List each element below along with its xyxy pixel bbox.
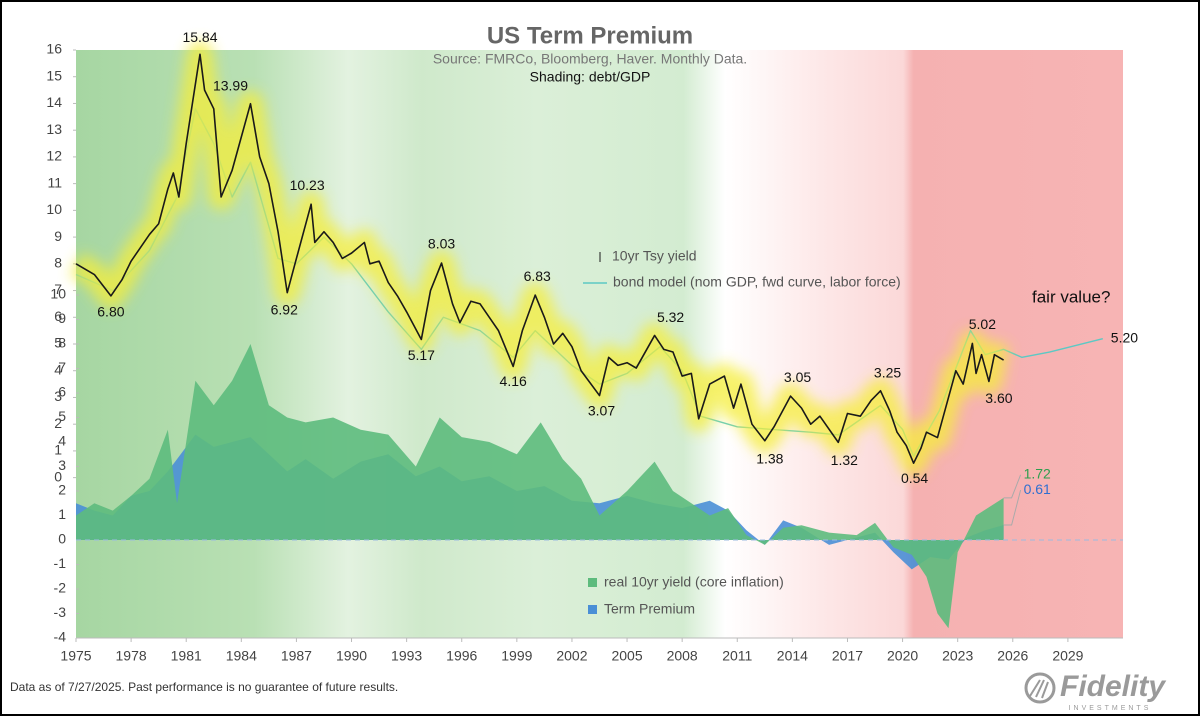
x-tick-label: 2020 bbox=[887, 648, 918, 664]
y2-tick-label: -4 bbox=[54, 629, 67, 645]
annotation: 4.16 bbox=[500, 373, 527, 389]
y-tick-label: 10 bbox=[46, 201, 62, 217]
shading-note: Shading: debt/GDP bbox=[530, 69, 651, 85]
x-tick-label: 1990 bbox=[336, 648, 367, 664]
x-tick-label: 2029 bbox=[1052, 648, 1083, 664]
annotation: 10.23 bbox=[290, 177, 325, 193]
y-tick-label: 8 bbox=[54, 255, 62, 271]
y2-tick-label: 4 bbox=[58, 433, 66, 449]
y2-tick-label: -1 bbox=[54, 555, 67, 571]
area bbox=[76, 344, 1004, 629]
y-tick-label: 7 bbox=[54, 281, 62, 297]
legend-label: 10yr Tsy yield bbox=[612, 248, 697, 264]
annotation: 15.84 bbox=[182, 29, 217, 45]
y-tick-label: 13 bbox=[46, 121, 62, 137]
annotation: 0.54 bbox=[901, 470, 928, 486]
x-tick-label: 2011 bbox=[722, 648, 752, 664]
y2-tick-label: 7 bbox=[58, 359, 66, 375]
x-tick-label: 1981 bbox=[171, 648, 202, 664]
annotation: 6.83 bbox=[524, 268, 551, 284]
y-tick-label: 4 bbox=[54, 361, 62, 377]
x-tick-label: 1987 bbox=[281, 648, 312, 664]
annotation: 1.32 bbox=[831, 452, 858, 468]
x-tick-label: 2005 bbox=[611, 648, 642, 664]
line bbox=[75, 53, 1005, 465]
x-tick-label: 2023 bbox=[942, 648, 973, 664]
y-tick-label: 0 bbox=[54, 468, 62, 484]
chart-subtitle: Source: FMRCo, Bloomberg, Haver. Monthly… bbox=[433, 51, 747, 67]
annotation-leader bbox=[1003, 489, 1022, 526]
y2-tick-label: 1 bbox=[58, 506, 66, 522]
y-tick-label: 2 bbox=[54, 415, 62, 431]
x-tick-label: 2008 bbox=[667, 648, 698, 664]
x-tick-label: 1978 bbox=[116, 648, 147, 664]
annotation: 3.25 bbox=[874, 364, 901, 380]
y2-tick-label: 6 bbox=[58, 384, 66, 400]
annotation: 6.92 bbox=[271, 301, 298, 317]
y2-tick-label: 5 bbox=[58, 408, 66, 424]
annotation: 5.32 bbox=[657, 309, 684, 325]
annotation: 3.60 bbox=[985, 390, 1012, 406]
annotation: 8.03 bbox=[428, 236, 455, 252]
plot: 1975 1978 1981 1984 1987 1990 1993 1996 1999 2002… bbox=[46, 29, 1138, 664]
legend-label: real 10yr yield (core inflation) bbox=[604, 574, 784, 590]
y2-tick-label: 8 bbox=[58, 335, 66, 351]
annotation: 5.17 bbox=[408, 347, 435, 363]
y-tick-label: 3 bbox=[54, 388, 62, 404]
annotation-leader bbox=[1003, 474, 1022, 499]
y2-tick-label: 10 bbox=[50, 286, 66, 302]
y2-tick-label: 2 bbox=[58, 482, 66, 498]
logo-sub: INVESTMENTS bbox=[1069, 705, 1152, 712]
annotation: 13.99 bbox=[213, 77, 248, 93]
y-tick-label: 15 bbox=[46, 67, 62, 83]
y-tick-label: 6 bbox=[54, 308, 62, 324]
legend-marker bbox=[588, 578, 597, 587]
legend-label: bond model (nom GDP, fwd curve, labor fo… bbox=[613, 274, 901, 290]
x-tick-label: 1984 bbox=[226, 648, 257, 664]
annotation: 1.38 bbox=[756, 450, 783, 466]
y-tick-label: 16 bbox=[46, 41, 62, 57]
y2-tick-label: 3 bbox=[58, 457, 66, 473]
legend-label: Term Premium bbox=[604, 601, 695, 617]
y2-tick-label: -3 bbox=[54, 604, 67, 620]
x-tick-label: 2026 bbox=[997, 648, 1028, 664]
y2-tick-label: -2 bbox=[54, 580, 67, 596]
annotation: 5.02 bbox=[969, 316, 996, 332]
x-tick-label: 2002 bbox=[556, 648, 587, 664]
chart-title: US Term Premium bbox=[487, 22, 693, 49]
fair-value-note: fair value? bbox=[1032, 287, 1110, 306]
x-tick-label: 2017 bbox=[832, 648, 863, 664]
annotation: 6.80 bbox=[97, 304, 124, 320]
logo-mark bbox=[1024, 672, 1056, 704]
annotation: 3.07 bbox=[588, 402, 615, 418]
logo: Fidelity bbox=[1060, 670, 1166, 703]
y-tick-label: 5 bbox=[54, 335, 62, 351]
footnote: Data as of 7/27/2025. Past performance i… bbox=[10, 680, 398, 694]
y-tick-label: 1 bbox=[54, 442, 62, 458]
y-tick-label: 12 bbox=[46, 148, 62, 164]
x-tick-label: 1996 bbox=[446, 648, 477, 664]
y-tick-label: 14 bbox=[46, 94, 62, 110]
x-tick-label: 1999 bbox=[501, 648, 532, 664]
y-tick-label: 9 bbox=[54, 228, 62, 244]
annotation: 1.72 bbox=[1024, 466, 1051, 482]
x-tick-label: 1975 bbox=[60, 648, 91, 664]
y2-tick-label: 9 bbox=[58, 310, 66, 326]
annotation: 3.05 bbox=[784, 369, 811, 385]
annotation: 5.20 bbox=[1111, 329, 1138, 345]
legend-marker bbox=[588, 605, 597, 614]
annotation: 0.61 bbox=[1024, 481, 1051, 497]
y2-tick-label: 0 bbox=[58, 531, 66, 547]
x-tick-label: 1993 bbox=[391, 648, 422, 664]
x-tick-label: 2014 bbox=[777, 648, 808, 664]
y-tick-label: 11 bbox=[47, 174, 62, 190]
